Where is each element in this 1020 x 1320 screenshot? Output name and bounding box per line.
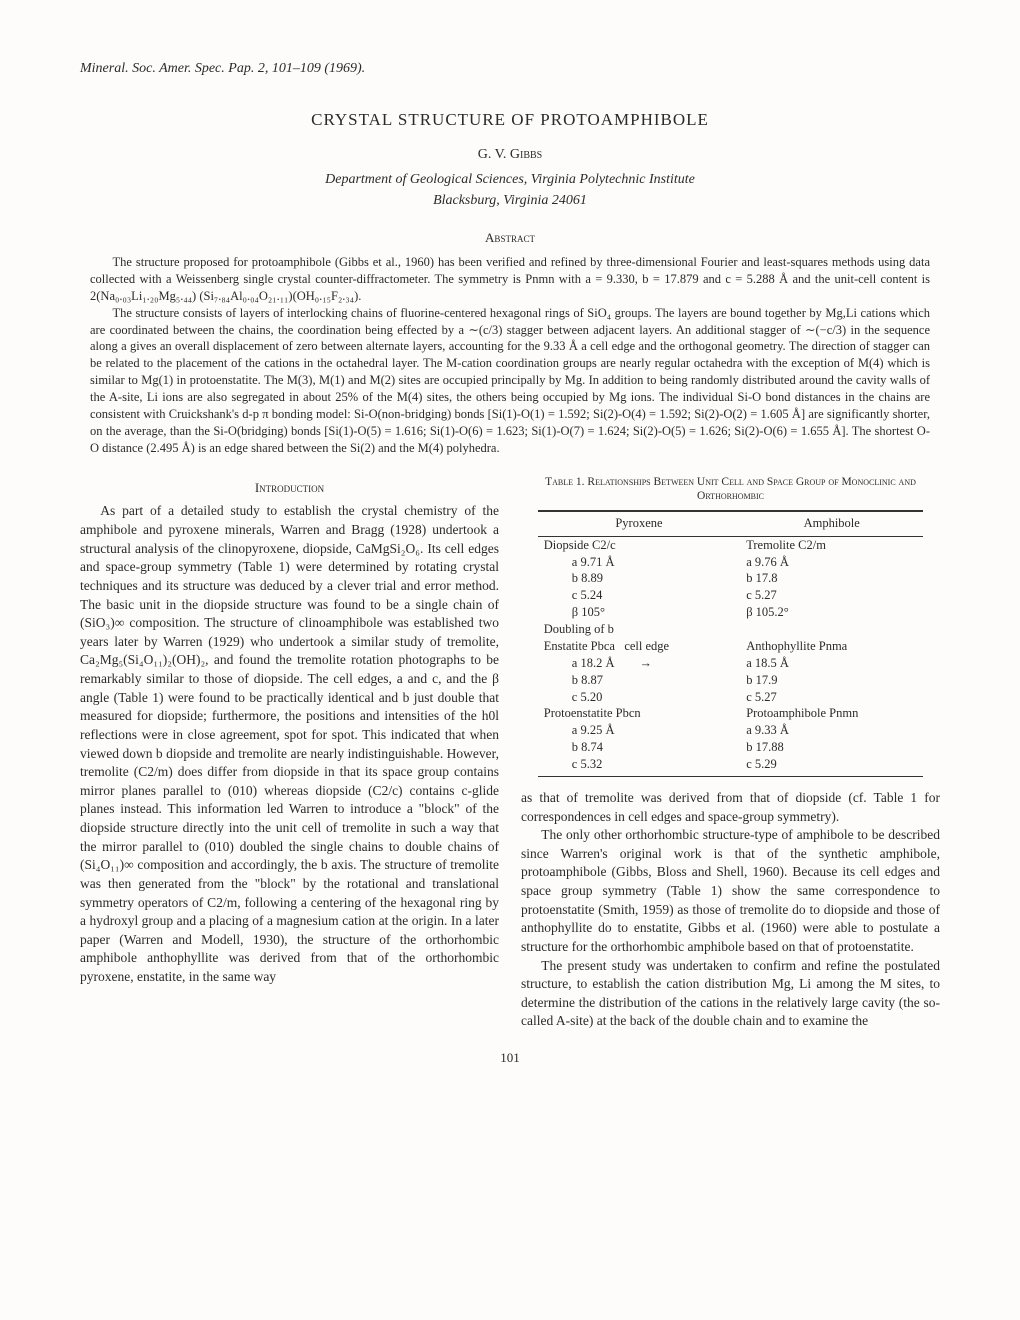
cell-value: a 9.25 Å — [538, 722, 740, 739]
page-number: 101 — [80, 1049, 940, 1067]
table-1: Pyroxene Amphibole Diopside C2/c Tremoli… — [538, 510, 923, 777]
abstract-para-2: The structure consists of layers of inte… — [90, 305, 930, 457]
cell-value: a 18.2 Å → — [538, 655, 740, 672]
cell-value: β 105° — [538, 604, 740, 621]
cell-value: b 8.74 — [538, 739, 740, 756]
enstatite-label: Enstatite Pbca cell edge — [538, 638, 740, 655]
cell-value: c 5.32 — [538, 756, 740, 776]
abstract-para-1: The structure proposed for protoamphibol… — [90, 254, 930, 305]
left-column: Introduction As part of a detailed study… — [80, 475, 499, 1032]
journal-citation: Mineral. Soc. Amer. Spec. Pap. 2, 101–10… — [80, 60, 940, 79]
cell-value: b 8.87 — [538, 672, 740, 689]
cell-value: a 9.71 Å — [538, 554, 740, 571]
col2-para-1: as that of tremolite was derived from th… — [521, 789, 940, 826]
cell-value: b 17.88 — [740, 739, 923, 756]
cell-value: b 8.89 — [538, 570, 740, 587]
diopside-label: Diopside C2/c — [538, 536, 740, 553]
table-1-caption: Table 1. Relationships Between Unit Cell… — [521, 475, 940, 505]
paper-title: CRYSTAL STRUCTURE OF PROTOAMPHIBOLE — [80, 109, 940, 132]
cell-value: a 9.33 Å — [740, 722, 923, 739]
cell-value: b 17.8 — [740, 570, 923, 587]
introduction-heading: Introduction — [80, 479, 499, 497]
intro-para-1: As part of a detailed study to establish… — [80, 502, 499, 986]
protoenstatite-label: Protoenstatite Pbcn — [538, 705, 740, 722]
affiliation-dept: Department of Geological Sciences, Virgi… — [80, 171, 940, 190]
cell-value: c 5.29 — [740, 756, 923, 776]
tremolite-label: Tremolite C2/m — [740, 536, 923, 553]
cell-value: c 5.27 — [740, 689, 923, 706]
cell-value: a 9.76 Å — [740, 554, 923, 571]
table-head-pyroxene: Pyroxene — [538, 511, 740, 536]
cell-value: c 5.27 — [740, 587, 923, 604]
doubling-label: Doubling of b — [538, 621, 923, 638]
cell-value: a 18.5 Å — [740, 655, 923, 672]
two-column-body: Introduction As part of a detailed study… — [80, 475, 940, 1032]
cell-value: β 105.2° — [740, 604, 923, 621]
cell-value: c 5.24 — [538, 587, 740, 604]
table-head-amphibole: Amphibole — [740, 511, 923, 536]
anthophyllite-label: Anthophyllite Pnma — [740, 638, 923, 655]
abstract-heading: Abstract — [80, 229, 940, 247]
col2-para-3: The present study was undertaken to conf… — [521, 957, 940, 1032]
abstract-body: The structure proposed for protoamphibol… — [90, 254, 930, 457]
cell-value: b 17.9 — [740, 672, 923, 689]
cell-value: c 5.20 — [538, 689, 740, 706]
protoamphibole-label: Protoamphibole Pnmn — [740, 705, 923, 722]
affiliation-city: Blacksburg, Virginia 24061 — [80, 192, 940, 211]
author-name: G. V. Gibbs — [80, 146, 940, 165]
right-column: Table 1. Relationships Between Unit Cell… — [521, 475, 940, 1032]
col2-para-2: The only other orthorhombic structure-ty… — [521, 826, 940, 956]
